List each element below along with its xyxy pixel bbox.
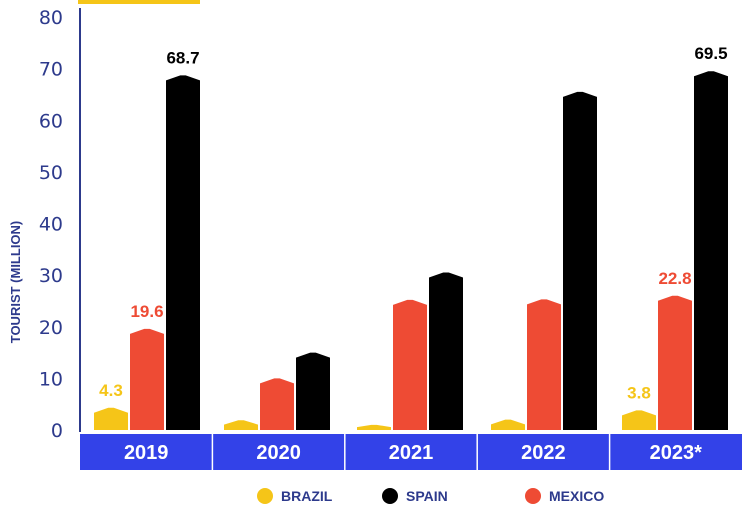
x-tick-label: 2022 bbox=[521, 442, 566, 464]
bar-brazil-2020 bbox=[224, 420, 258, 430]
bar-spain-2022 bbox=[563, 91, 597, 430]
y-axis-title: TOURIST (MILLION) bbox=[8, 221, 23, 344]
legend-marker-brazil bbox=[257, 488, 273, 504]
bar-mexico-2023 bbox=[658, 295, 692, 430]
x-tick-label: 2020 bbox=[256, 442, 301, 464]
legend: BRAZIL SPAIN MEXICO bbox=[257, 488, 604, 504]
y-tick-label: 60 bbox=[39, 110, 63, 132]
data-label: 69.5 bbox=[694, 44, 727, 63]
bar-brazil-2019 bbox=[94, 407, 128, 430]
y-tick-label: 80 bbox=[39, 7, 63, 29]
category-band-bg bbox=[80, 434, 742, 470]
bars bbox=[94, 71, 728, 431]
y-tick-label: 30 bbox=[39, 265, 63, 287]
legend-label-brazil: BRAZIL bbox=[281, 488, 333, 504]
category-band: 2019 2020 2021 2022 2023* bbox=[80, 434, 742, 470]
data-label: 3.8 bbox=[627, 383, 651, 402]
bar-spain-2021 bbox=[429, 272, 463, 430]
data-labels: 4.3 19.6 68.7 3.8 22.8 69.5 bbox=[99, 44, 727, 402]
y-tick-label: 40 bbox=[39, 214, 63, 236]
bar-spain-2019 bbox=[166, 75, 200, 431]
bar-mexico-2019 bbox=[130, 328, 164, 430]
bar-spain-2023 bbox=[694, 71, 728, 431]
bar-mexico-2021 bbox=[393, 299, 427, 430]
data-label: 22.8 bbox=[658, 269, 691, 288]
legend-marker-mexico bbox=[525, 488, 541, 504]
y-axis-ticks: 0 10 20 30 40 50 60 70 80 bbox=[39, 7, 63, 442]
y-tick-label: 10 bbox=[39, 368, 63, 390]
bar-spain-2020 bbox=[296, 352, 330, 430]
y-tick-label: 0 bbox=[51, 420, 63, 442]
y-tick-label: 50 bbox=[39, 162, 63, 184]
x-tick-label: 2023* bbox=[650, 442, 702, 464]
legend-label-mexico: MEXICO bbox=[549, 488, 604, 504]
x-tick-label: 2019 bbox=[124, 442, 169, 464]
bar-brazil-2022 bbox=[491, 419, 525, 430]
x-tick-label: 2021 bbox=[389, 442, 434, 464]
bar-mexico-2022 bbox=[527, 299, 561, 430]
y-tick-label: 70 bbox=[39, 59, 63, 81]
legend-label-spain: SPAIN bbox=[406, 488, 448, 504]
bar-brazil-2023 bbox=[622, 410, 656, 430]
data-label: 68.7 bbox=[166, 48, 199, 67]
top-accent-bar bbox=[78, 0, 200, 4]
data-label: 19.6 bbox=[130, 302, 163, 321]
data-label: 4.3 bbox=[99, 381, 123, 400]
y-tick-label: 20 bbox=[39, 317, 63, 339]
bar-mexico-2020 bbox=[260, 378, 294, 430]
bar-brazil-2021 bbox=[357, 424, 391, 430]
legend-marker-spain bbox=[382, 488, 398, 504]
